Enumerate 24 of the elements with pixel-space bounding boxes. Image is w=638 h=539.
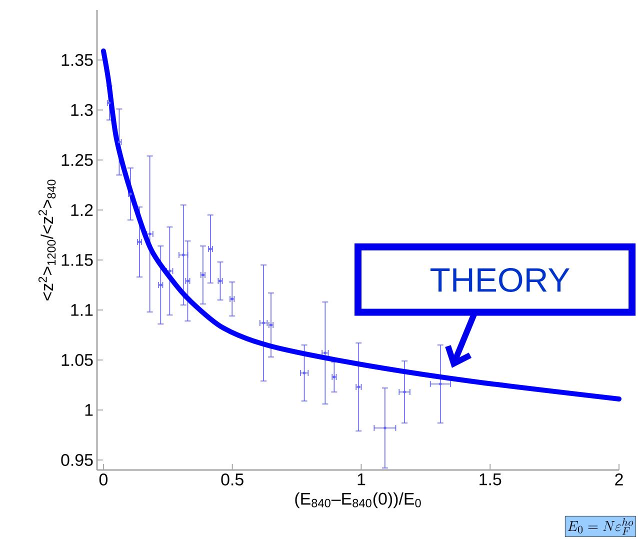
- y-tick-label: 1.15: [62, 254, 93, 266]
- point: [384, 426, 386, 430]
- y-tick-label: 1.2: [71, 204, 93, 216]
- annotation: THEORY: [430, 268, 570, 292]
- y-tick-label: 1.1: [71, 304, 93, 316]
- point: [403, 390, 406, 394]
- x-tick-label: 0.5: [221, 474, 244, 486]
- y-tick-label: 1.35: [62, 54, 93, 66]
- y-tick-label: 1: [85, 404, 93, 416]
- point: [182, 254, 185, 256]
- y-axis-title: <z$^{2}$>$_{1200}$/<z$^{2}$>$_{840}$: [38, 180, 56, 300]
- x-tick-label: 1.5: [480, 474, 502, 486]
- point: [438, 382, 442, 386]
- y-tick-label: 0.95: [61, 454, 93, 466]
- point: [262, 322, 265, 324]
- y-tick-label: 1.25: [62, 154, 93, 166]
- text: $E_0 = N\varepsilon_F^{ho}$: [568, 518, 634, 535]
- y-tick-label: 1.05: [62, 354, 93, 366]
- x-tick-label: 0: [99, 474, 108, 486]
- x-axis-title: (E$_{840}$–E$_{840}$(0))/E$_{0}$: [295, 492, 421, 508]
- point: [302, 372, 306, 374]
- x-tick-label: 1: [358, 474, 366, 486]
- x-tick-label: 2: [615, 474, 623, 486]
- y-tick-label: 1.3: [71, 104, 93, 116]
